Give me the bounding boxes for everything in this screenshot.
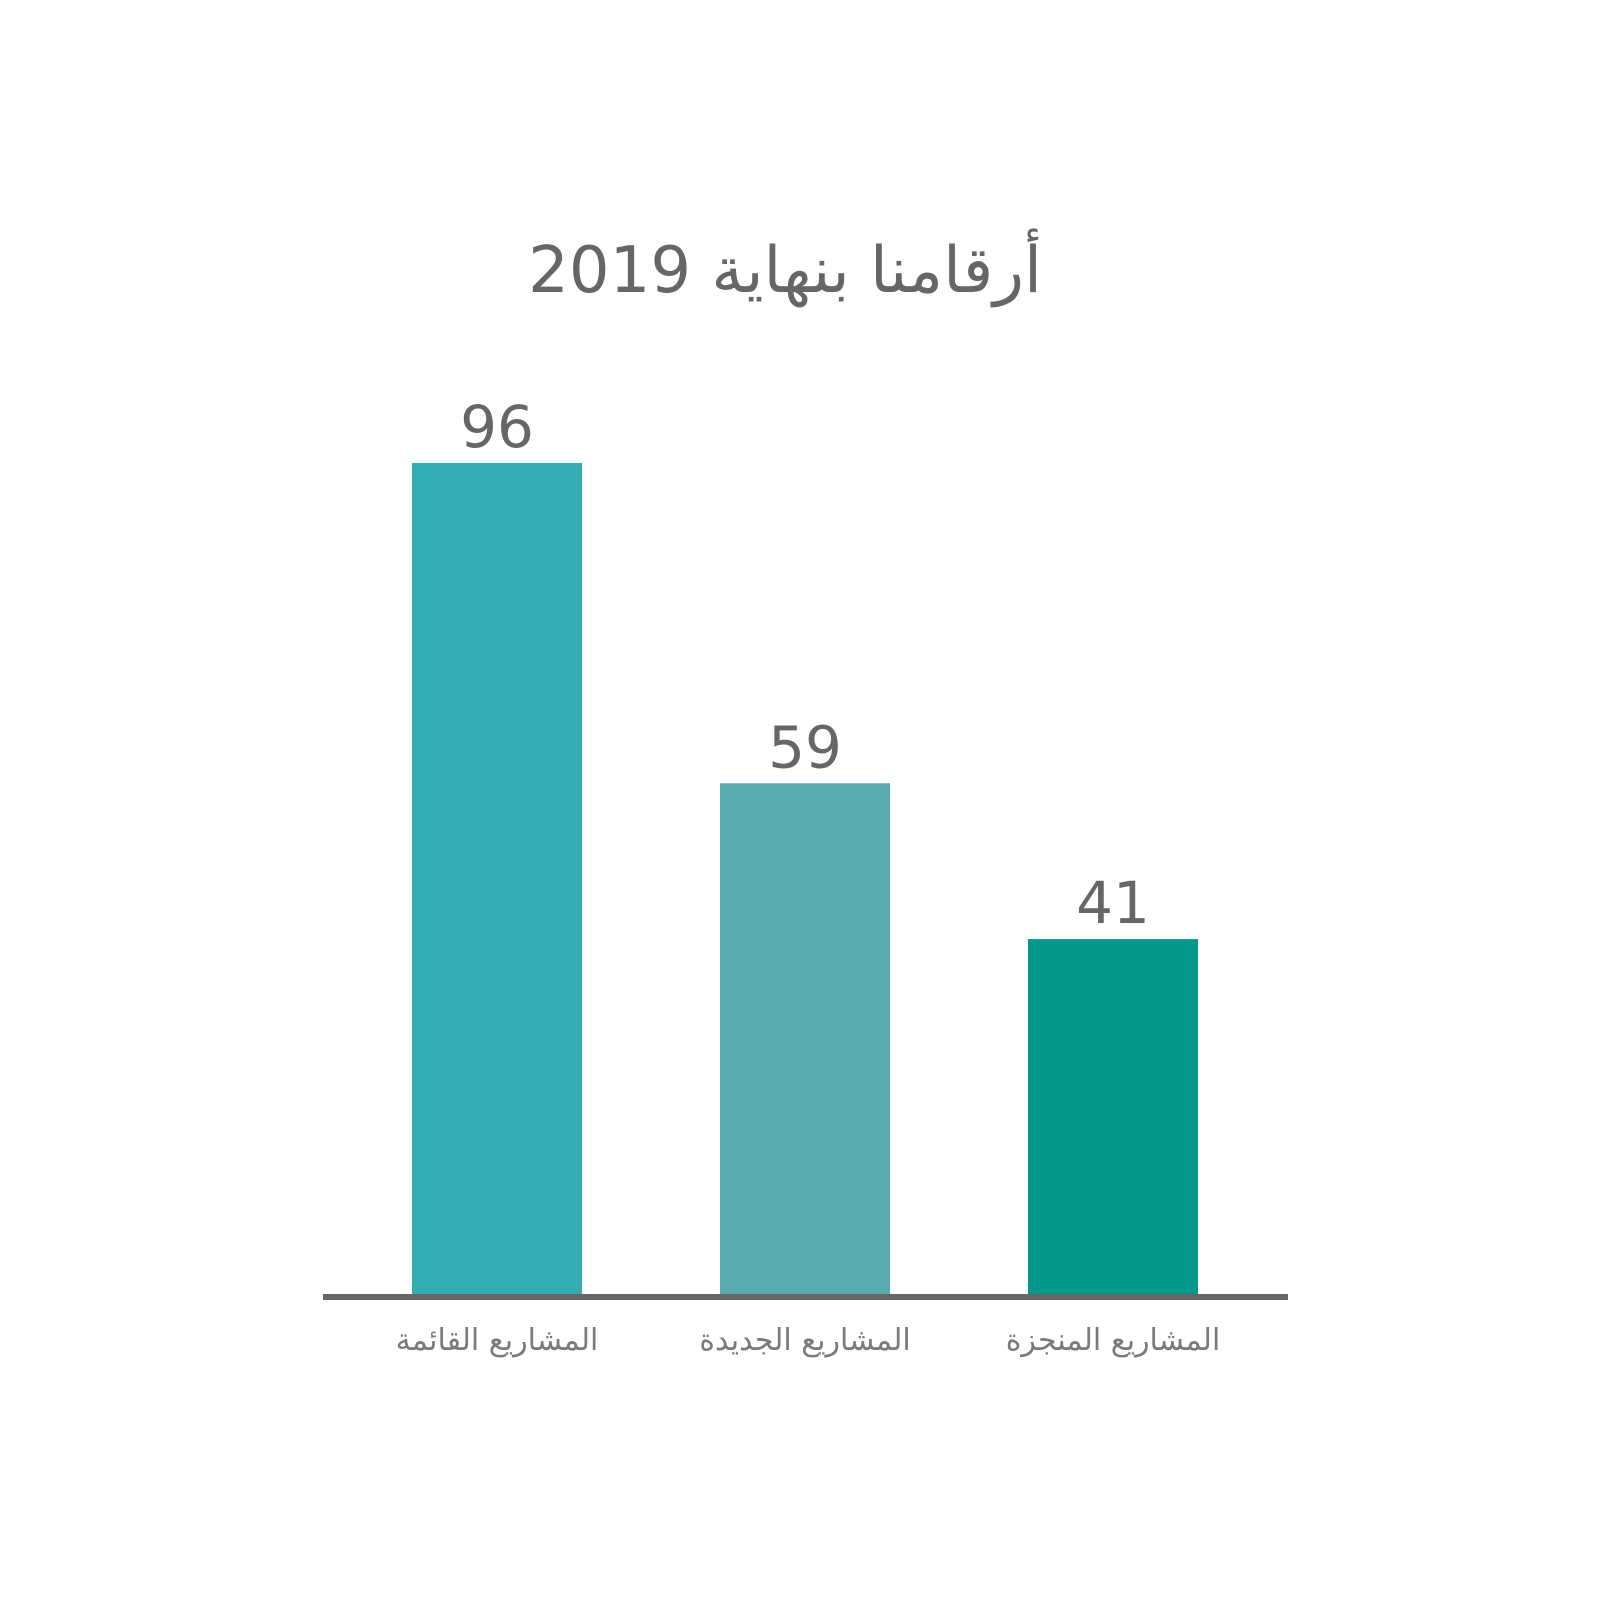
value-label-1: 96 (460, 393, 534, 461)
category-label-2: المشاريع الجديدة (699, 1323, 910, 1358)
value-labels-layer: 96 59 41 (460, 393, 1150, 937)
value-label-3: 41 (1076, 869, 1150, 937)
category-label-3: المشاريع المنجزة (1006, 1323, 1221, 1358)
chart-title: أرقامنا بنهاية 2019 (528, 228, 1042, 308)
bar-1 (412, 463, 582, 1294)
value-label-2: 59 (768, 713, 842, 781)
category-labels-layer: المشاريع القائمة المشاريع الجديدة المشاريع… (396, 1323, 1221, 1358)
category-label-1: المشاريع القائمة (396, 1323, 599, 1358)
bar-2 (720, 783, 890, 1294)
bar-3 (1028, 939, 1198, 1294)
bars-layer (412, 463, 1198, 1294)
